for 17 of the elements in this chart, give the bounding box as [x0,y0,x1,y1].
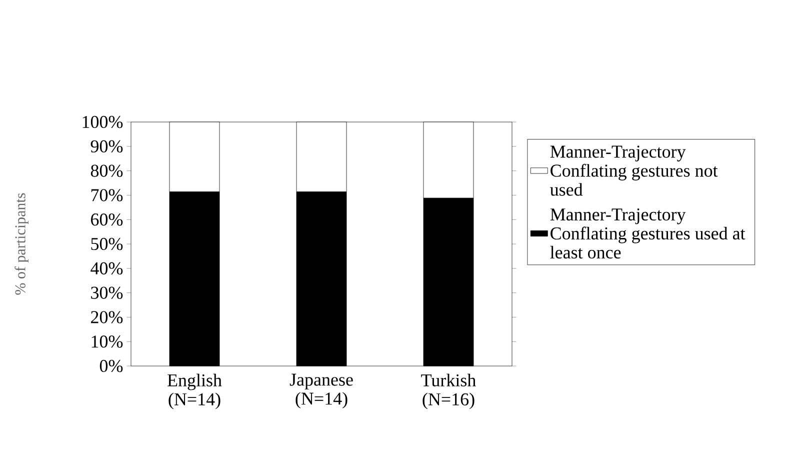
y-tick-label: 90% [90,140,123,152]
y-tick-label: 100% [82,116,123,128]
y-tick-label: 60% [91,213,123,226]
y-tick-label: 40% [90,262,123,274]
y-tick-label: 10% [92,336,123,348]
y-tick-label: 80% [90,164,123,177]
y-tick-label: 20% [91,311,123,324]
legend-label: Manner-Trajectory Conflating gestures not used [550,146,718,196]
x-tick-label: English (N=14) [168,374,222,410]
legend-label: Manner-Trajectory Conflating gestures used at least once [550,208,746,259]
x-tick-label: Turkish (N=16) [421,374,476,410]
y-tick-label: 50% [91,238,123,250]
y-tick-label: 70% [91,189,123,202]
y-tick-label: 30% [91,286,123,299]
y-tick-label: 0% [100,360,123,372]
x-tick-label: Japanese (N=14) [290,374,353,408]
y-axis-title: % of participants [14,193,28,295]
